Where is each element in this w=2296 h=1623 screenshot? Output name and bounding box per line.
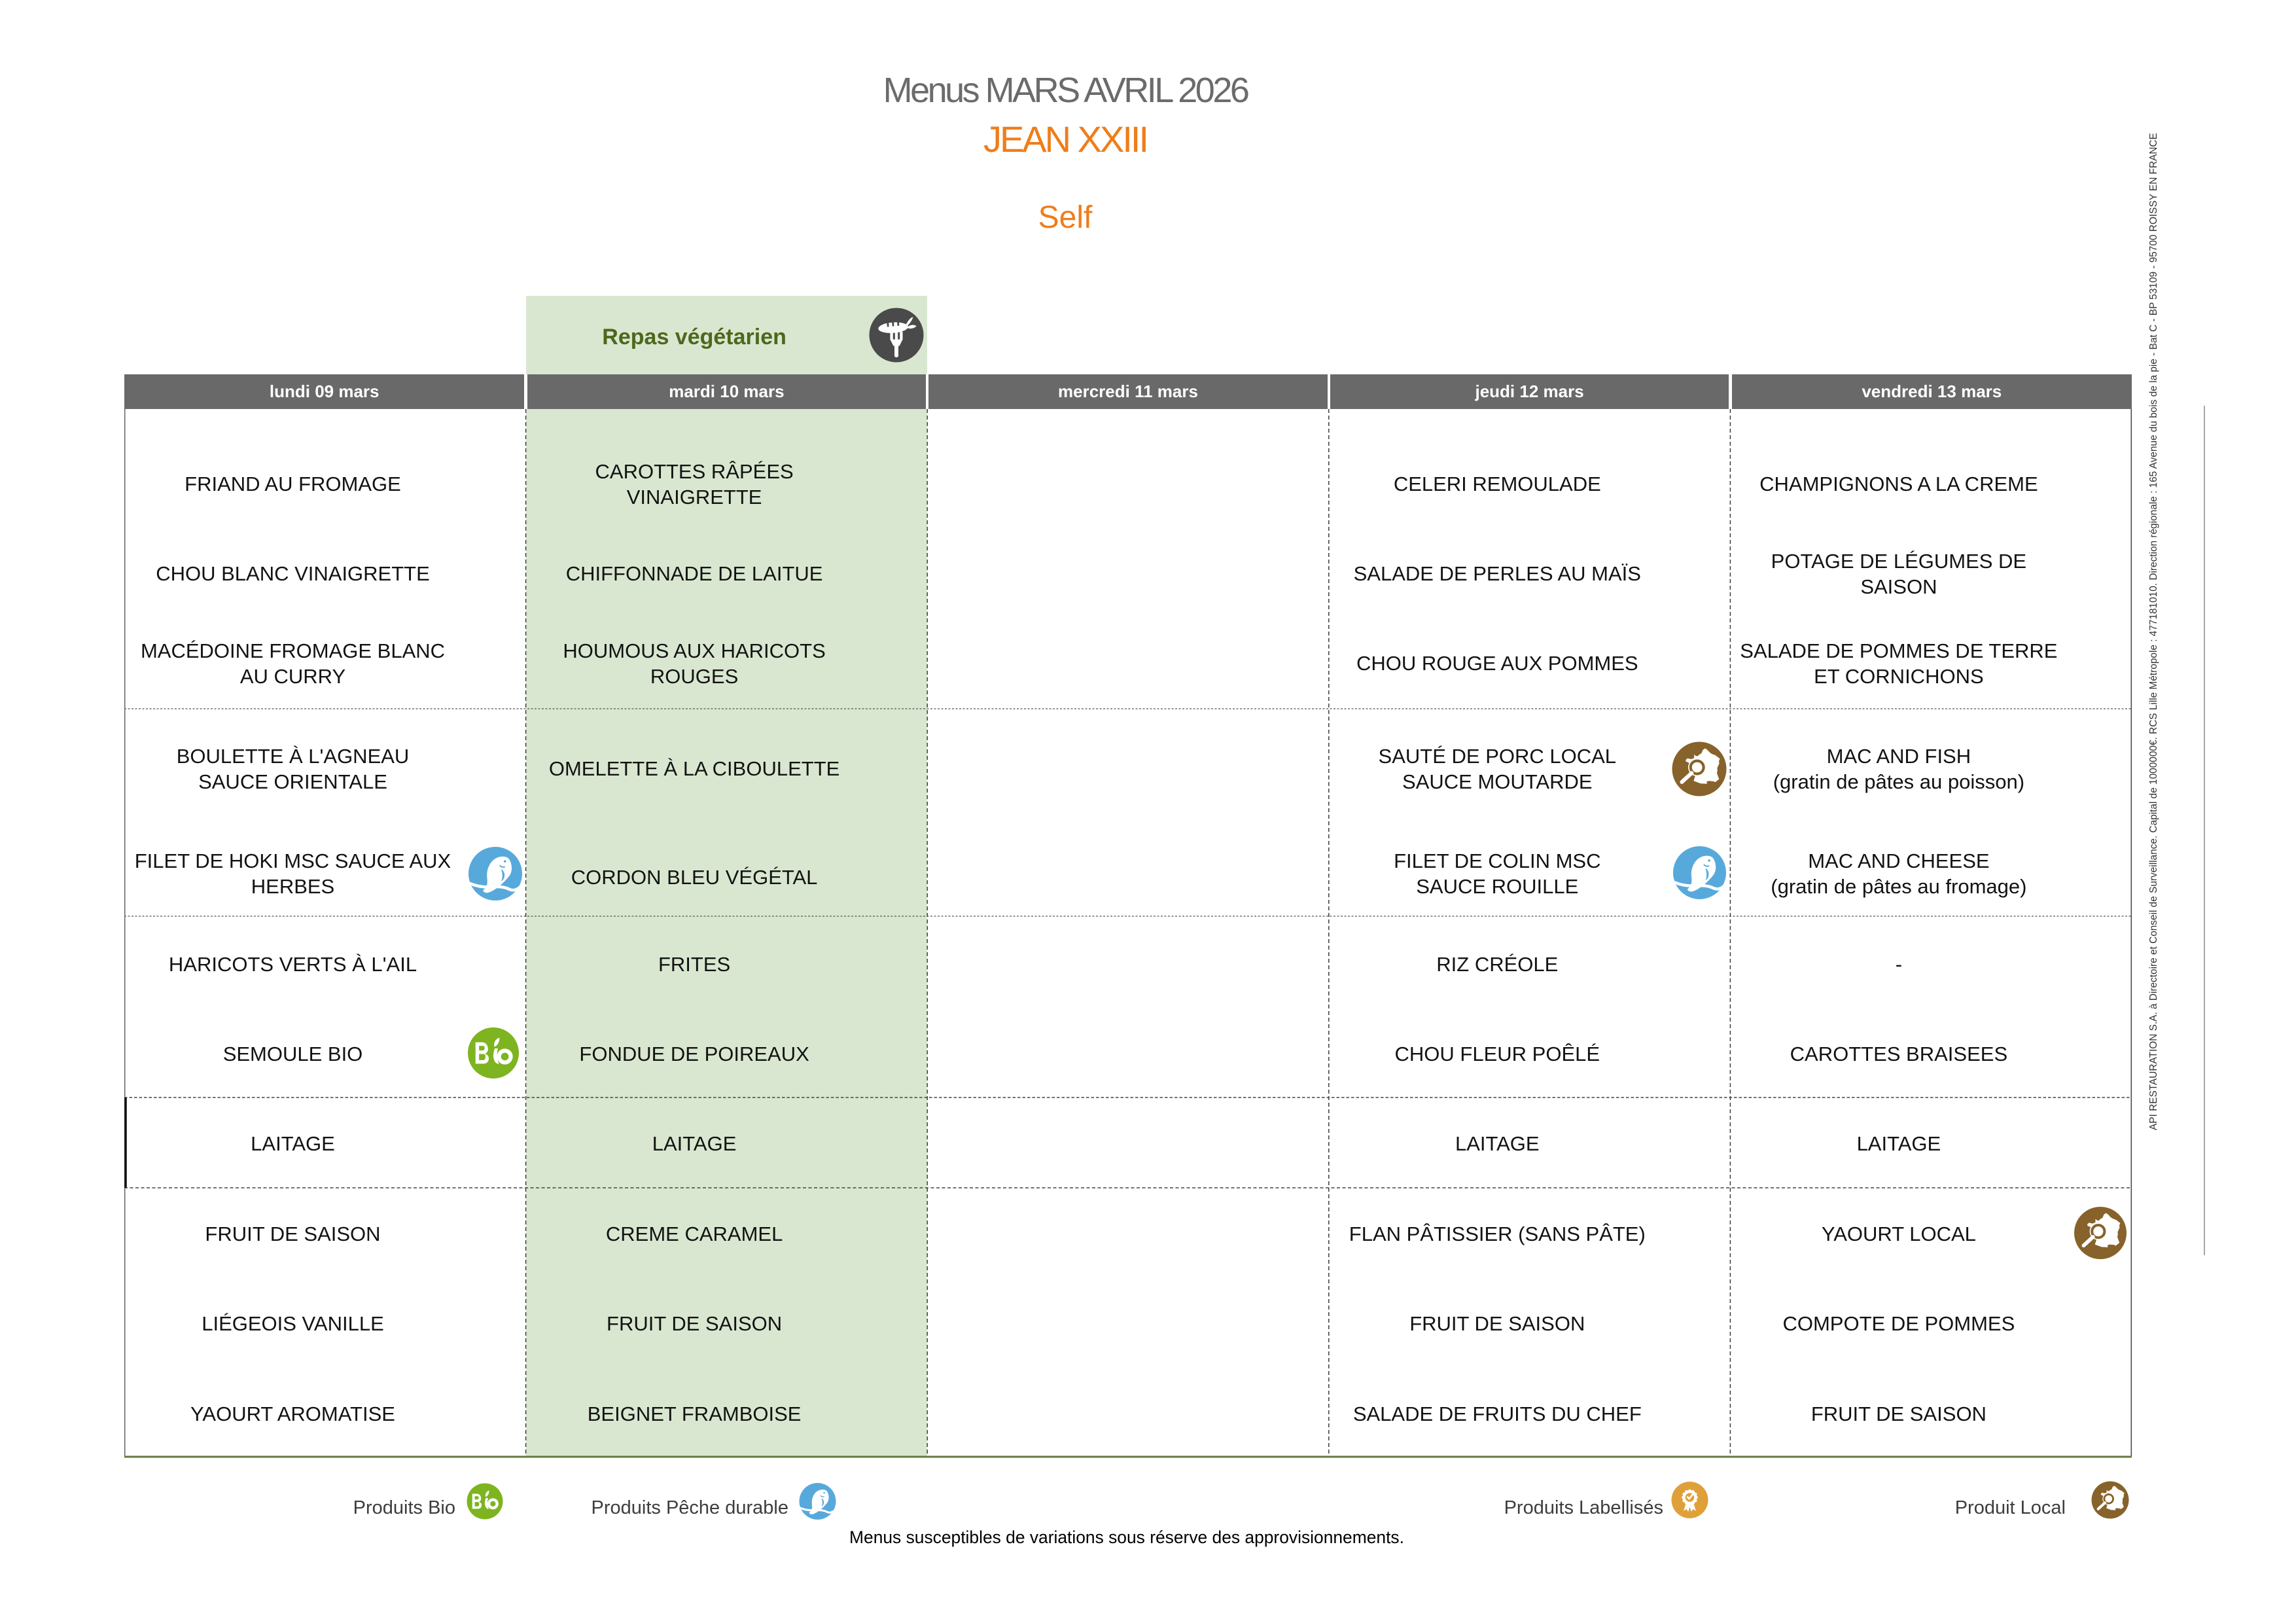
svg-text:API RESTAURATION S.A. à Direct: API RESTAURATION S.A. à Directoire et Co… <box>2148 133 2159 1130</box>
